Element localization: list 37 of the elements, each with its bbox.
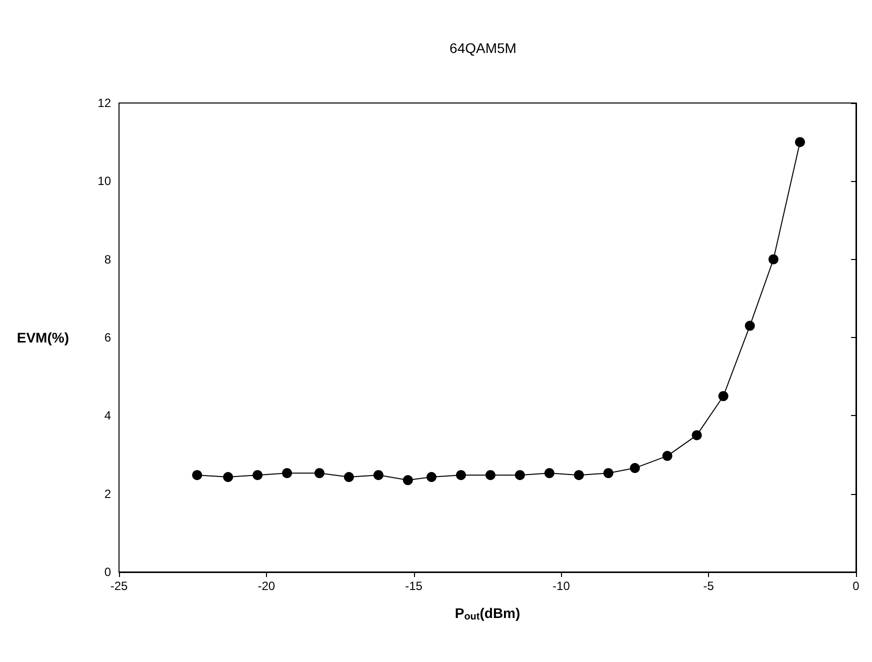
y-axis-title: EVM(%) <box>16 330 69 346</box>
point <box>485 470 496 480</box>
point <box>630 463 640 474</box>
x-tick-label: -5 <box>703 579 714 593</box>
y-tick-label: 10 <box>98 174 112 188</box>
y-tick-label: 12 <box>98 96 112 110</box>
point <box>344 472 354 482</box>
point <box>744 320 755 331</box>
point <box>426 472 436 482</box>
point <box>574 470 584 480</box>
y-tick-label: 4 <box>104 408 112 423</box>
x-tick-label: 0 <box>852 579 860 593</box>
point <box>252 470 263 480</box>
point <box>718 391 728 402</box>
y-tick-label: 2 <box>104 486 112 501</box>
point <box>192 470 202 480</box>
y-tick-label: 0 <box>104 565 112 579</box>
x-tick-label: -25 <box>110 579 128 593</box>
y-tick-label: 8 <box>104 252 112 266</box>
point <box>282 468 292 478</box>
point <box>544 468 554 478</box>
x-tick-label: -10 <box>552 579 570 593</box>
point <box>662 450 672 461</box>
point <box>223 472 234 482</box>
y-tick-label: 6 <box>104 330 112 344</box>
x-tick-label: -20 <box>258 579 276 593</box>
point <box>314 468 324 478</box>
point <box>692 430 702 440</box>
point <box>373 470 384 480</box>
point <box>456 470 466 480</box>
x-tick-label: -15 <box>405 579 423 593</box>
point <box>795 137 805 148</box>
chart-title: 64QAM5M <box>450 40 516 56</box>
point <box>514 470 525 480</box>
point <box>402 475 413 486</box>
point <box>768 254 778 264</box>
point <box>603 468 614 478</box>
